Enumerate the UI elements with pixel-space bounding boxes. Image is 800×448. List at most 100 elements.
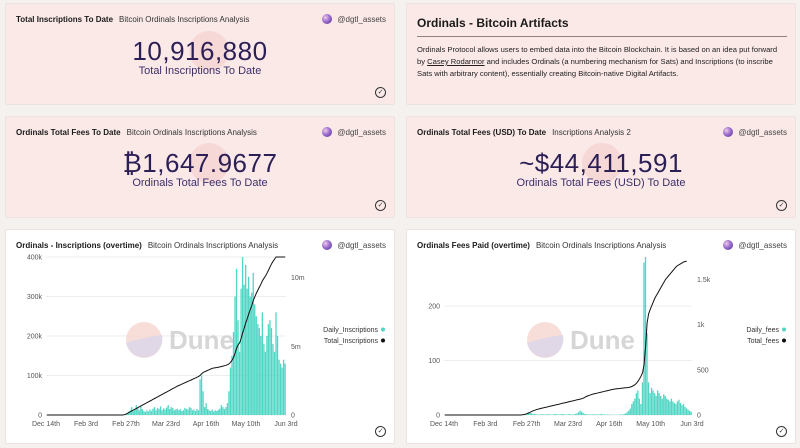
bar (527, 413, 529, 415)
bar (182, 410, 184, 415)
bar (573, 414, 575, 415)
casey-rodarmor-link[interactable]: Casey Rodarmor (427, 57, 485, 66)
bar (600, 413, 603, 415)
bar (251, 292, 253, 415)
author-link[interactable]: @dgtl_assets (322, 14, 386, 24)
y-left-tick-label: 100 (428, 358, 440, 365)
bar (175, 409, 177, 415)
legend-marker (381, 327, 385, 332)
bar (594, 414, 596, 415)
bar (270, 328, 273, 415)
bar (261, 312, 263, 415)
panel-title[interactable]: Ordinals - Inscriptions (overtime) (16, 240, 142, 250)
panel-subtitle[interactable]: Inscriptions Analysis 2 (552, 127, 631, 137)
bar (208, 410, 210, 415)
bar (632, 401, 634, 415)
x-tick-label: Feb 3rd (473, 421, 497, 428)
author-link[interactable]: @dgtl_assets (322, 240, 386, 250)
watermark-logo (189, 31, 229, 71)
author-link[interactable]: @dgtl_assets (322, 127, 386, 137)
bar (150, 411, 153, 415)
panel-header: Ordinals Total Fees (USD) To Date Inscri… (417, 125, 787, 139)
bar (660, 395, 662, 415)
bar (181, 411, 183, 415)
bar (559, 414, 561, 415)
panel-subtitle[interactable]: Bitcoin Ordinals Inscriptions Analysis (119, 14, 250, 24)
fees-chart-panel: Ordinals Fees Paid (overtime) Bitcoin Or… (406, 229, 796, 444)
bar (147, 411, 150, 415)
bar (682, 404, 685, 415)
bar (141, 409, 143, 415)
counter-label: Ordinals Total Fees (USD) To Date (516, 177, 686, 189)
bar (661, 398, 663, 415)
panel-subtitle[interactable]: Bitcoin Ordinals Inscriptions Analysis (535, 240, 667, 250)
bar (207, 409, 209, 415)
panel-subtitle[interactable]: Bitcoin Ordinals Inscriptions Analysis (147, 240, 279, 250)
total-fees-usd-panel: Ordinals Total Fees (USD) To Date Inscri… (406, 116, 796, 218)
author-name: @dgtl_assets (337, 127, 386, 137)
bar (530, 413, 533, 415)
bar (591, 414, 593, 415)
avatar (322, 240, 333, 250)
bar (228, 391, 230, 415)
bar (582, 412, 584, 415)
fees-chart[interactable]: 0 100 200 0 500 1k 1.5k Dec 14th Feb 3rd Feb 27th… (407, 230, 797, 445)
bar (146, 410, 148, 415)
bar (196, 409, 198, 415)
bar (618, 414, 621, 415)
bar (666, 398, 668, 415)
bar (684, 406, 686, 415)
bar (149, 409, 151, 415)
inscriptions-chart[interactable]: 0 100k 200k 300k 400k 0 5m 10m Dec 14th Feb 3rd Fe… (6, 230, 396, 445)
check-circle-icon: ✓ (776, 200, 787, 211)
author-link[interactable]: @dgtl_assets (723, 127, 787, 137)
bar (625, 413, 627, 415)
bar (570, 414, 572, 415)
bar (583, 413, 586, 415)
bar (663, 394, 665, 415)
y-left-tick-label: 400k (27, 255, 43, 262)
body-text-start: Ordinals Protocol allows users to embed … (417, 45, 778, 66)
bar (571, 414, 574, 415)
bar (282, 359, 285, 415)
bar (673, 403, 676, 415)
bar (532, 413, 534, 415)
bar (535, 414, 537, 415)
bar (167, 405, 169, 415)
bar (622, 414, 624, 415)
bar (225, 407, 227, 415)
text-panel-body: Ordinals Protocol allows users to embed … (417, 44, 783, 80)
y-right-tick-label: 0 (697, 413, 701, 420)
panel-title[interactable]: Ordinals Fees Paid (overtime) (417, 240, 530, 250)
author-link[interactable]: @dgtl_assets (723, 240, 787, 250)
bar (194, 411, 197, 415)
avatar (322, 14, 333, 24)
panel-subtitle[interactable]: Bitcoin Ordinals Inscriptions Analysis (126, 127, 257, 137)
x-tick-label: Jun 3rd (274, 421, 297, 428)
bar (243, 284, 245, 415)
bar (649, 393, 651, 415)
bar (164, 409, 166, 415)
panel-title[interactable]: Ordinals Total Fees (USD) To Date (417, 127, 547, 137)
bar (552, 414, 554, 415)
bar (258, 328, 260, 415)
bar (643, 262, 645, 415)
avatar (723, 240, 734, 250)
bar (248, 276, 250, 415)
x-tick-label: Dec 14th (430, 421, 458, 428)
bar (641, 382, 644, 415)
bar (279, 363, 282, 415)
panel-header: Ordinals - Inscriptions (overtime) Bitco… (16, 238, 386, 252)
x-tick-label: Mar 23rd (152, 421, 180, 428)
counter-value: ₿1,647.9677 (122, 148, 278, 178)
bar (179, 409, 181, 415)
panel-title[interactable]: Ordinals Total Fees To Date (16, 127, 121, 137)
panel-title[interactable]: Total Inscriptions To Date (16, 14, 114, 24)
bar (143, 411, 145, 415)
bar (640, 404, 642, 415)
dune-watermark: Dune (527, 322, 635, 358)
bar (264, 351, 267, 415)
bar (276, 336, 279, 415)
bar (588, 414, 590, 415)
bar (599, 414, 601, 415)
